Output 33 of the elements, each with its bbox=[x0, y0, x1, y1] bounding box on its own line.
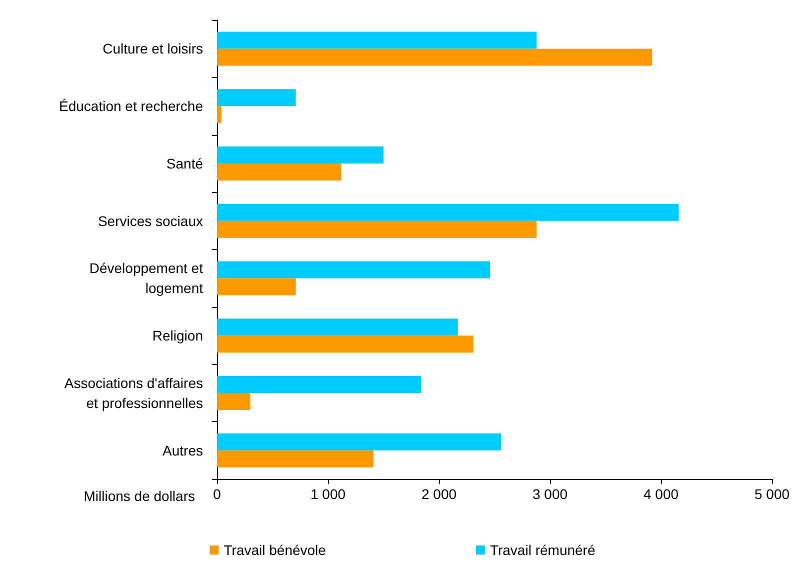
x-axis-title: Millions de dollars bbox=[84, 488, 195, 504]
bar bbox=[217, 220, 537, 238]
bar bbox=[217, 318, 458, 336]
y-tick-label: Développement et logement bbox=[89, 260, 204, 296]
x-tick-label: 3 000 bbox=[532, 486, 568, 502]
y-tick-label: Autres bbox=[162, 442, 203, 458]
bar bbox=[217, 48, 652, 66]
y-tick-label: Services sociaux bbox=[98, 212, 203, 229]
bar bbox=[217, 392, 250, 410]
bar bbox=[217, 163, 342, 180]
legend-label: Travail rémunéré bbox=[490, 542, 596, 558]
x-tick-label: 4 000 bbox=[643, 486, 679, 502]
x-tick-label: 0 bbox=[213, 486, 222, 502]
y-tick-label: Religion bbox=[152, 328, 203, 344]
y-tick-label: Associations d'affaires et professionnelles bbox=[64, 374, 203, 411]
bar bbox=[217, 106, 222, 124]
bar bbox=[217, 433, 502, 450]
bar bbox=[217, 336, 474, 353]
x-tick-label: 2 000 bbox=[421, 486, 457, 502]
bar bbox=[217, 89, 296, 106]
bar bbox=[217, 146, 384, 164]
y-tick-label: Culture et loisirs bbox=[102, 40, 203, 57]
bar bbox=[217, 204, 679, 221]
legend-label: Travail bénévole bbox=[224, 542, 326, 558]
bar bbox=[217, 376, 422, 393]
bar bbox=[217, 278, 296, 296]
y-tick-label: Santé bbox=[166, 155, 204, 172]
bar bbox=[217, 261, 490, 278]
bar bbox=[217, 32, 537, 49]
x-tick-label: 5 000 bbox=[754, 486, 790, 502]
x-tick-label: 1 000 bbox=[310, 486, 346, 502]
y-tick-label: Éducation et recherche bbox=[59, 98, 204, 114]
bar bbox=[217, 450, 374, 468]
